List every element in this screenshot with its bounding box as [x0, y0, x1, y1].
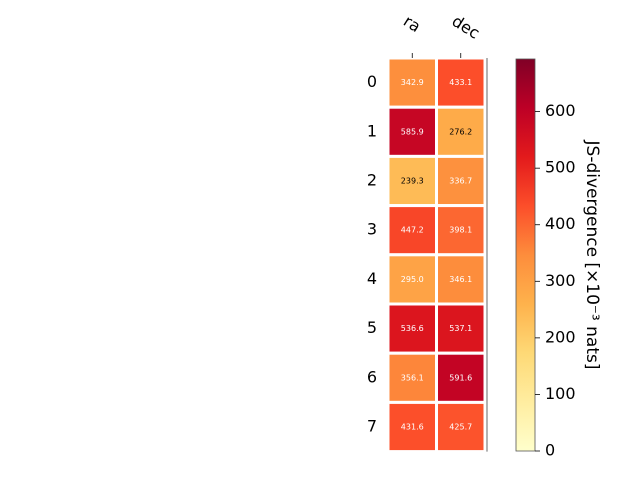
row-tick-label: 3 — [367, 220, 377, 239]
row-tick-labels: 0 1 2 3 4 5 6 7 — [367, 72, 377, 435]
row-tick-label: 1 — [367, 121, 377, 140]
cell-value-label: 346.1 — [449, 275, 472, 284]
colorbar-gradient — [515, 58, 536, 452]
column-tick-label: ra — [400, 11, 424, 36]
cell-value-label: 447.2 — [401, 226, 424, 235]
cell-value-label: 537.1 — [449, 324, 472, 333]
column-tick-labels: ra dec — [400, 11, 483, 58]
column-tick-label: dec — [449, 11, 483, 42]
cell-value-label: 431.6 — [401, 423, 424, 432]
cell-value-label: 585.9 — [401, 127, 424, 136]
cell-value-label: 276.2 — [449, 127, 472, 136]
colorbar-tick-label: 100 — [545, 384, 576, 403]
row-tick-label: 0 — [367, 72, 377, 91]
heatmap-cell — [435, 400, 487, 454]
heatmap-cell — [435, 154, 487, 208]
heatmap-cell — [435, 105, 487, 158]
heatmap-cell — [435, 253, 487, 306]
cell-value-label: 536.6 — [401, 324, 424, 333]
cell-value-label: 356.1 — [401, 373, 424, 382]
row-tick-label: 2 — [367, 171, 377, 190]
row-tick-label: 7 — [367, 417, 377, 436]
colorbar-tick-label: 300 — [545, 271, 576, 290]
row-tick-label: 6 — [367, 367, 377, 386]
cell-value-label: 591.6 — [449, 373, 472, 382]
cell-value-label: 239.3 — [401, 177, 424, 186]
colorbar-tick-label: 200 — [545, 327, 576, 346]
heatmap-cells: 342.9 433.1 585.9 276.2 239.3 336.7 447.2 398.1… — [386, 56, 488, 454]
colorbar: 0 100 200 300 400 500 600 JS-divergence [×10⁻³… — [515, 58, 602, 460]
colorbar-tick-label: 400 — [545, 214, 576, 233]
heatmap-cell — [435, 204, 487, 257]
colorbar-ticks: 0 100 200 300 400 500 600 — [535, 101, 576, 460]
row-tick-label: 4 — [367, 269, 377, 288]
colorbar-tick-label: 500 — [545, 158, 576, 177]
colorbar-label: JS-divergence [×10⁻³ nats] — [582, 140, 602, 370]
colorbar-tick-label: 0 — [545, 441, 555, 460]
colorbar-tick-label: 600 — [545, 101, 576, 120]
cell-value-label: 425.7 — [449, 423, 472, 432]
cell-value-label: 295.0 — [401, 275, 424, 284]
cell-value-label: 336.7 — [449, 177, 472, 186]
row-tick-label: 5 — [367, 318, 377, 337]
cell-value-label: 433.1 — [449, 78, 472, 87]
cell-value-label: 342.9 — [401, 78, 424, 87]
cell-value-label: 398.1 — [449, 226, 472, 235]
